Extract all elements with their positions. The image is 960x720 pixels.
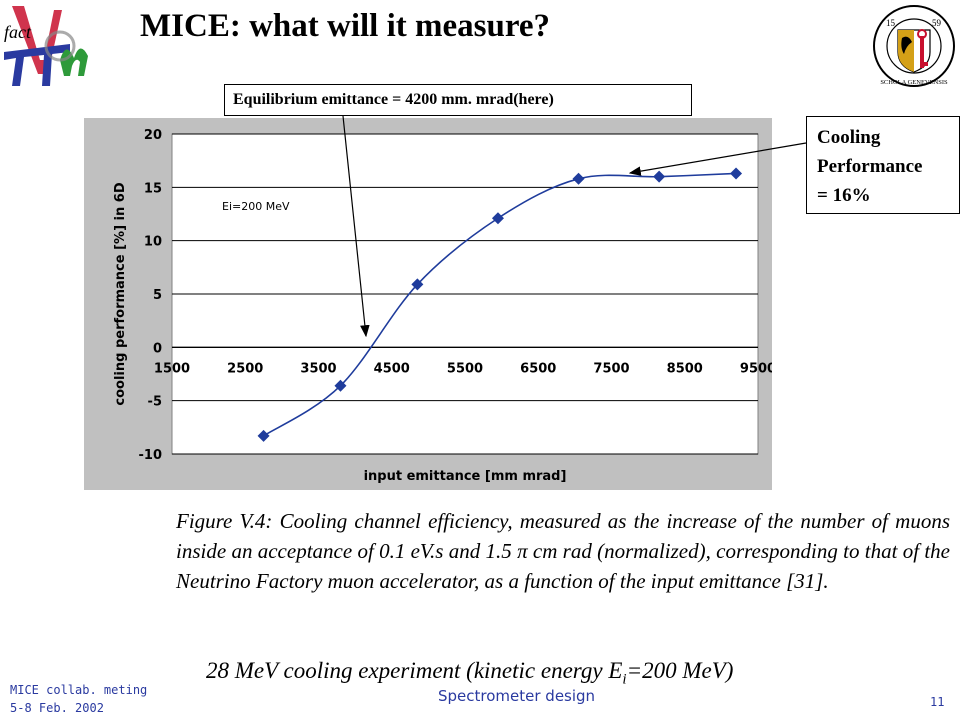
footer-page-number: 11: [930, 695, 945, 709]
y-tick-label: -5: [148, 395, 162, 410]
subtitle-subscript: i: [622, 671, 627, 688]
x-tick-label: 5500: [447, 361, 483, 376]
chart-frame: -10 -5 0 5 10 15 20 1500 2500 3500 4500 5500 6500 750…: [84, 118, 772, 490]
cooling-callout-line1: Cooling: [817, 127, 881, 148]
cooling-performance-callout: Cooling Performance = 16%: [806, 116, 960, 214]
x-axis-label: input emittance [mm mrad]: [364, 469, 567, 484]
footer-collab-info: MICE collab. meting 5-8 Feb. 2002: [10, 681, 147, 717]
x-tick-label: 6500: [520, 361, 556, 376]
x-tick-label: 2500: [227, 361, 263, 376]
seal-ring-text: SCHOLA GENEVENSIS: [880, 79, 948, 86]
cooling-callout-line3: = 16%: [817, 185, 871, 206]
equilibrium-emittance-callout: Equilibrium emittance = 4200 mm. mrad(he…: [224, 84, 692, 116]
cooling-callout-line2: Performance: [817, 156, 923, 177]
data-point: [653, 170, 666, 183]
caption-text-part2: cm rad (normalized), corresponding to th…: [176, 539, 950, 593]
y-tick-label: 5: [153, 288, 162, 303]
logo-fact-text: fact: [4, 22, 32, 42]
subtitle-part1: 28 MeV cooling experiment (kinetic energ…: [206, 658, 623, 683]
footer-left-line1: MICE collab. meting: [10, 683, 148, 697]
seal-key-icon: [920, 36, 928, 68]
chart-annotation: Ei=200 MeV: [222, 200, 290, 213]
logo-pi-glyph: [4, 44, 70, 86]
y-tick-label: 15: [144, 181, 162, 196]
data-point: [491, 212, 504, 225]
y-tick-label: -10: [139, 448, 163, 463]
data-point: [572, 172, 585, 185]
caption-text-part1: Figure V.4: Cooling channel efficiency, …: [176, 509, 950, 563]
y-tick-label: 0: [153, 341, 162, 356]
data-point: [334, 379, 347, 392]
caption-pi-symbol: π: [517, 539, 528, 563]
cooling-performance-chart: -10 -5 0 5 10 15 20 1500 2500 3500 4500 5500 6500 750…: [113, 128, 772, 484]
nufact-logo: fact: [4, 6, 88, 86]
footer-section-title: Spectrometer design: [438, 687, 596, 705]
x-tick-label: 4500: [374, 361, 410, 376]
x-tick-label: 3500: [300, 361, 336, 376]
x-tick-label: 8500: [667, 361, 703, 376]
experiment-subtitle: 28 MeV cooling experiment (kinetic energ…: [206, 658, 733, 689]
university-seal-logo: 15 59 SCHOLA GENEVENSIS: [873, 5, 955, 87]
y-tick-label: 20: [144, 128, 162, 143]
seal-year-left: 15: [886, 18, 896, 28]
seal-year-right: 59: [932, 18, 942, 28]
y-axis-label: cooling performance [%] in 6D: [113, 182, 128, 405]
x-tick-label: 9500: [740, 361, 772, 376]
x-tick-label: 7500: [593, 361, 629, 376]
figure-caption: Figure V.4: Cooling channel efficiency, …: [176, 506, 950, 596]
x-tick-label: 1500: [154, 361, 190, 376]
footer-left-line2: 5-8 Feb. 2002: [10, 701, 104, 715]
data-point: [411, 278, 424, 291]
slide-title: MICE: what will it measure?: [140, 8, 551, 44]
logo-mu-glyph: [60, 48, 88, 76]
y-tick-label: 10: [144, 235, 162, 250]
data-point: [257, 429, 270, 442]
subtitle-part2: =200 MeV): [626, 658, 734, 683]
